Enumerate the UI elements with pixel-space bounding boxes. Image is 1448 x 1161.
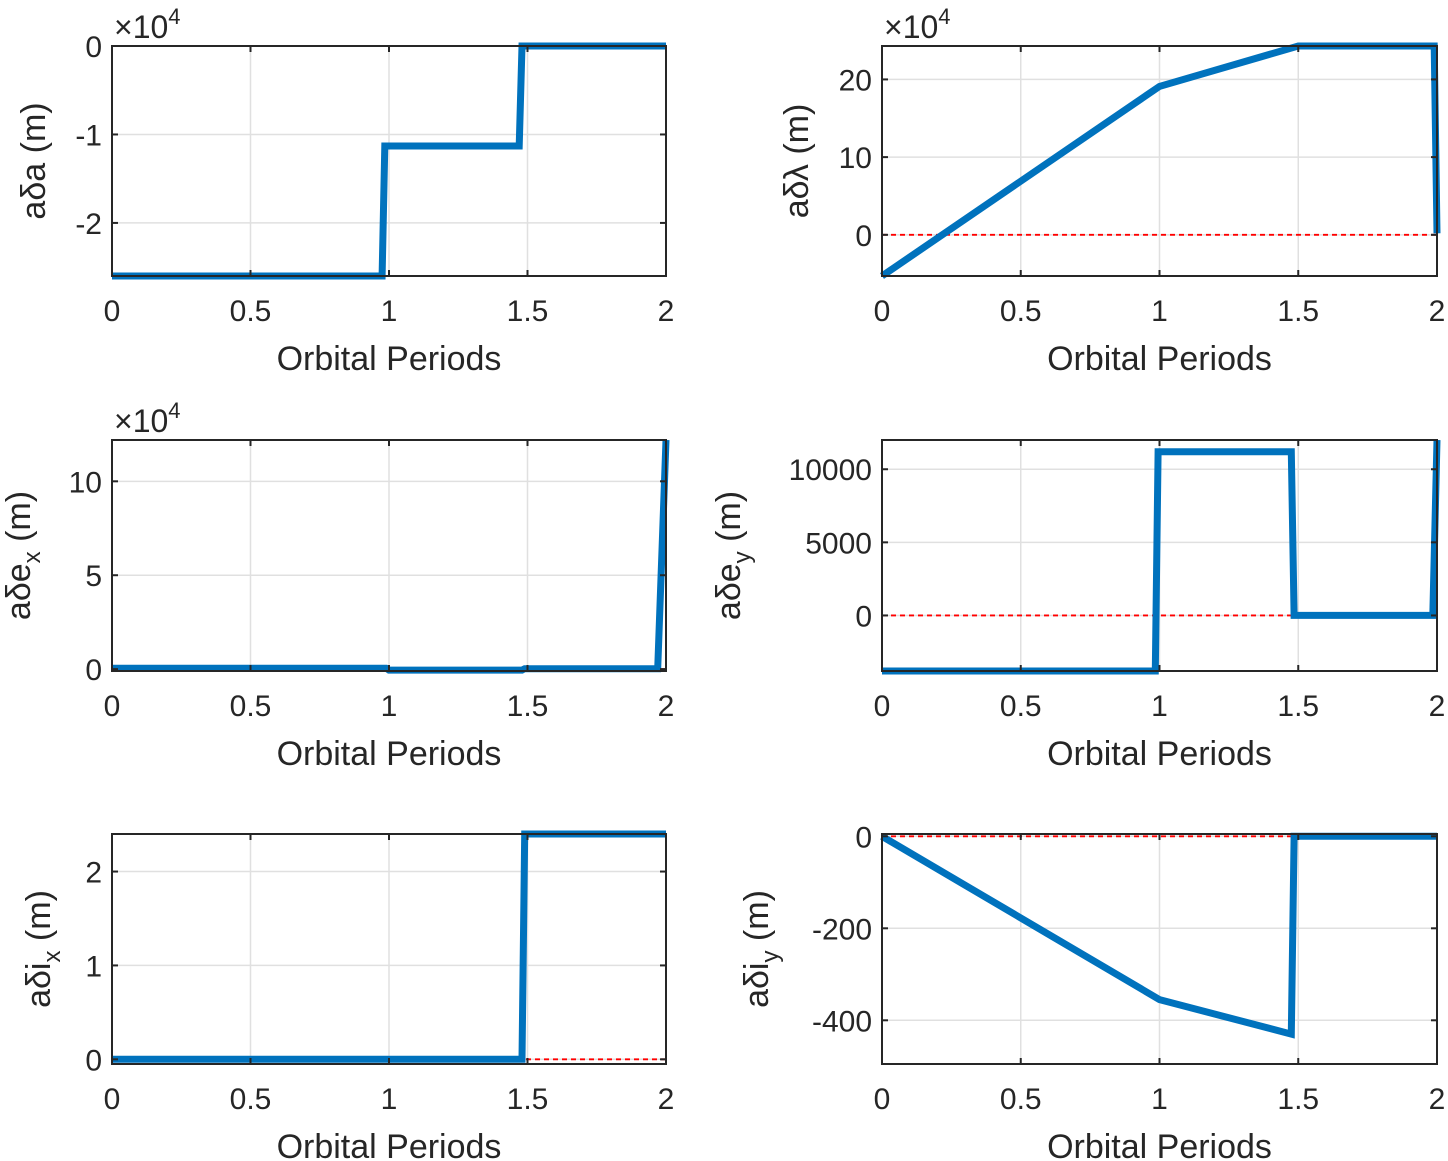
x-axis-label: Orbital Periods [277,340,502,378]
x-tick-label: 2 [1429,295,1446,328]
y-axis-label: aδex (m) [0,491,46,620]
y-axis-exponent: ×104 [884,4,951,45]
y-tick-label: 0 [855,821,872,854]
x-tick-label: 1 [1151,295,1168,328]
y-axis-label: aδa (m) [15,102,53,219]
x-tick-label: 0 [874,295,891,328]
x-tick-label: 0 [104,295,121,328]
y-axis-label-main: aδi [738,963,776,1008]
x-tick-label: 0.5 [1000,295,1042,328]
y-axis-exponent: ×104 [114,398,181,439]
y-axis-label-subscript: x [39,951,66,963]
y-axis-label: aδix (m) [20,890,66,1008]
y-tick-label: 0 [85,1044,102,1077]
y-axis-label-unit: (m) [0,491,38,551]
y-tick-label: -400 [812,1005,872,1038]
y-axis-label-subscript: x [19,551,46,563]
x-tick-label: 0.5 [1000,690,1042,723]
x-axis-label: Orbital Periods [1047,1128,1272,1161]
y-axis-label-subscript: y [729,551,756,563]
x-tick-label: 2 [658,690,675,723]
y-axis-label-main: aδλ [778,164,816,218]
x-tick-label: 1 [1151,690,1168,723]
y-axis-label: aδλ (m) [778,104,816,219]
x-tick-label: 2 [1429,690,1446,723]
x-tick-label: 0 [104,1083,121,1116]
y-axis-label-subscript: y [757,951,784,963]
x-tick-label: 1.5 [1277,690,1319,723]
x-tick-label: 0.5 [230,1083,272,1116]
y-axis-label-unit: (m) [738,890,776,950]
x-tick-label: 0 [874,1083,891,1116]
y-axis-exponent: ×104 [114,4,181,45]
x-tick-label: 0.5 [230,690,272,723]
y-axis-label-main: aδe [710,563,748,620]
y-axis-label-unit: (m) [20,890,58,950]
subplot-4: 0 0.5 1 1.5 2 0 5000 10000 Orbital Periods aδey (… [710,439,1446,773]
x-tick-label: 1.5 [1277,1083,1319,1116]
x-tick-label: 2 [658,1083,675,1116]
y-axis-label-unit: (m) [778,104,816,164]
data-series-line [880,832,1437,1039]
y-tick-label: 10 [839,142,872,175]
y-axis-exponent-power: 4 [168,398,180,423]
y-tick-label: -1 [75,119,102,152]
y-axis-exponent-base: ×10 [114,403,168,439]
subplot-3: 0 0.5 1 1.5 2 0 5 10 Orbital Periods aδex (m) ×104 [0,398,674,773]
y-tick-label: 20 [839,64,872,97]
x-axis-label: Orbital Periods [1047,735,1272,773]
y-tick-label: 0 [85,31,102,64]
y-tick-label: 0 [855,220,872,253]
x-tick-label: 0.5 [230,295,272,328]
x-tick-label: 2 [1429,1083,1446,1116]
y-axis-label-main: aδe [0,563,38,620]
x-tick-label: 1.5 [507,295,549,328]
y-axis-exponent-power: 4 [168,4,180,29]
x-tick-label: 1 [381,295,398,328]
x-tick-label: 0 [874,690,891,723]
y-axis-exponent-base: ×10 [114,9,168,45]
y-tick-label: -2 [75,208,102,241]
x-tick-label: 1.5 [507,690,549,723]
x-axis-label: Orbital Periods [277,735,502,773]
y-tick-label: 10 [69,466,102,499]
x-axis-label: Orbital Periods [1047,340,1272,378]
y-tick-label: 5000 [805,527,872,560]
y-axis-label-unit: (m) [710,491,748,551]
y-axis-exponent-power: 4 [938,4,950,29]
y-tick-label: 0 [855,600,872,633]
x-tick-label: 0.5 [1000,1083,1042,1116]
y-axis-label-unit: (m) [15,102,53,162]
subplot-5: 0 0.5 1 1.5 2 0 1 2 Orbital Periods aδix (m) [20,830,675,1161]
y-axis-label: aδiy (m) [738,890,784,1008]
y-tick-label: -200 [812,913,872,946]
y-tick-label: 0 [85,654,102,687]
y-tick-label: 5 [85,560,102,593]
y-axis-label-main: aδa [15,163,53,220]
y-axis-label-main: aδi [20,963,58,1008]
x-tick-label: 0 [104,690,121,723]
x-tick-label: 1 [381,1083,398,1116]
y-axis-label: aδey (m) [710,491,756,620]
y-axis-exponent-base: ×10 [884,9,938,45]
x-tick-label: 2 [658,295,675,328]
subplot-6: 0 0.5 1 1.5 2 -400 -200 0 Orbital Periods aδiy (m… [738,821,1445,1161]
y-tick-label: 2 [85,857,102,890]
x-tick-label: 1 [381,690,398,723]
x-tick-label: 1 [1151,1083,1168,1116]
x-axis-label: Orbital Periods [277,1128,502,1161]
subplot-1: 0 0.5 1 1.5 2 -2 -1 0 Orbital Periods aδa (m) ×104 [15,4,674,378]
x-tick-label: 1.5 [1277,295,1319,328]
y-tick-label: 1 [85,950,102,983]
x-tick-label: 1.5 [507,1083,549,1116]
y-tick-label: 10000 [789,454,872,487]
